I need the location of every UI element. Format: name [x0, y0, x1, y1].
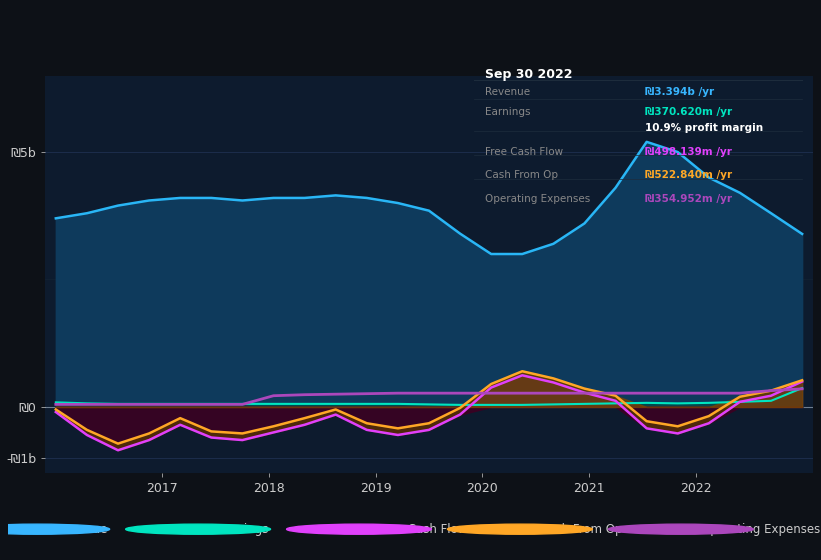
Text: Earnings: Earnings: [218, 522, 269, 536]
Text: Operating Expenses: Operating Expenses: [701, 522, 820, 536]
Text: Free Cash Flow: Free Cash Flow: [379, 522, 467, 536]
Text: Cash From Op: Cash From Op: [540, 522, 622, 536]
Text: 10.9% profit margin: 10.9% profit margin: [645, 123, 764, 133]
Circle shape: [287, 524, 431, 534]
Text: ₪3.394b /yr: ₪3.394b /yr: [645, 87, 714, 97]
Text: Free Cash Flow: Free Cash Flow: [484, 147, 563, 157]
Text: Cash From Op: Cash From Op: [484, 170, 557, 180]
Text: Revenue: Revenue: [484, 87, 530, 97]
Text: ₪498.139m /yr: ₪498.139m /yr: [645, 147, 732, 157]
Circle shape: [126, 524, 270, 534]
Circle shape: [608, 524, 753, 534]
Text: Sep 30 2022: Sep 30 2022: [484, 68, 572, 81]
Text: Revenue: Revenue: [57, 522, 108, 536]
Text: ₪370.620m /yr: ₪370.620m /yr: [645, 108, 732, 117]
Circle shape: [447, 524, 592, 534]
Circle shape: [0, 524, 109, 534]
Text: ₪354.952m /yr: ₪354.952m /yr: [645, 194, 732, 204]
Text: Earnings: Earnings: [484, 108, 530, 117]
Text: ₪522.840m /yr: ₪522.840m /yr: [645, 170, 732, 180]
Text: Operating Expenses: Operating Expenses: [484, 194, 590, 204]
